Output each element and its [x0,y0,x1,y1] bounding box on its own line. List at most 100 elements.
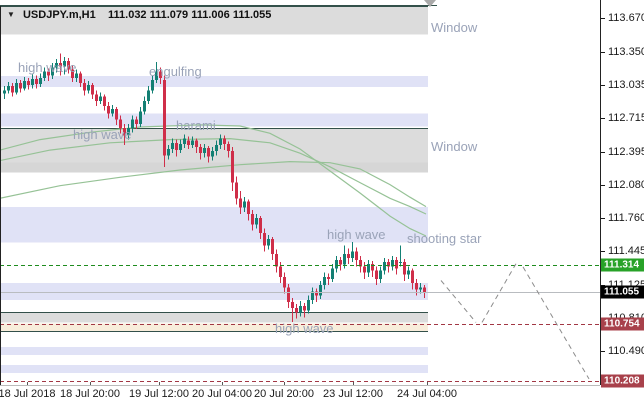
candle[interactable] [275,249,278,273]
candle[interactable] [395,256,398,275]
candle[interactable] [19,79,22,93]
candle[interactable] [207,145,210,163]
candle[interactable] [123,123,126,145]
candle[interactable] [403,259,406,281]
candle[interactable] [335,255,338,273]
candle[interactable] [231,146,234,191]
candle[interactable] [379,266,382,284]
candle[interactable] [331,264,334,282]
candle[interactable] [67,57,70,74]
candle[interactable] [23,76,26,91]
price-levels[interactable] [0,265,600,382]
candle[interactable] [243,197,246,212]
candle[interactable] [11,83,14,97]
candle[interactable] [283,272,286,294]
candle[interactable] [211,146,214,161]
candle[interactable] [359,255,362,273]
candle[interactable] [131,115,134,133]
candle[interactable] [15,78,18,95]
candle[interactable] [371,261,374,277]
candle[interactable] [7,82,10,94]
candle[interactable] [155,62,158,84]
candle[interactable] [51,63,54,79]
candle[interactable] [143,96,146,115]
candle[interactable] [115,107,118,125]
candle[interactable] [215,140,218,156]
candle[interactable] [247,199,250,221]
candle[interactable] [255,214,258,229]
candle[interactable] [87,81,90,94]
candle[interactable] [271,237,274,261]
candle[interactable] [127,123,130,140]
candle[interactable] [223,135,226,151]
candle[interactable] [239,190,242,214]
projection-segment[interactable] [481,263,517,323]
candle[interactable] [183,134,186,148]
candle[interactable] [119,115,122,134]
candle[interactable] [103,94,106,111]
candle[interactable] [295,304,298,319]
candle[interactable] [351,242,354,263]
candle[interactable] [339,256,342,271]
candle[interactable] [291,297,294,322]
candle[interactable] [319,281,322,299]
candle[interactable] [95,90,98,107]
chart-shift-marker[interactable] [424,0,436,7]
candle[interactable] [59,53,62,76]
candle[interactable] [83,78,86,96]
chart-dropdown-icon[interactable]: ▼ [7,10,15,19]
candle[interactable] [43,67,46,81]
candle[interactable] [411,268,414,290]
candle[interactable] [147,86,150,104]
candle[interactable] [167,144,170,160]
candle[interactable] [251,209,254,231]
candle[interactable] [3,86,6,99]
candle[interactable] [219,134,222,149]
projection-segment[interactable] [440,280,477,323]
candle[interactable] [307,295,310,314]
candle[interactable] [27,77,30,90]
candle[interactable] [31,74,34,89]
candle[interactable] [311,287,314,304]
candle[interactable] [347,248,350,265]
candle[interactable] [419,283,422,294]
candle[interactable] [323,272,326,290]
candle[interactable] [79,71,82,88]
candle[interactable] [235,176,238,205]
candle[interactable] [107,101,110,119]
candle[interactable] [55,59,58,73]
candle[interactable] [71,65,74,82]
candle[interactable] [39,73,42,88]
candle[interactable] [299,300,302,317]
candle[interactable] [191,136,194,149]
candle[interactable] [199,143,202,160]
candle[interactable] [35,75,38,89]
candle[interactable] [175,139,178,157]
candle[interactable] [195,138,198,154]
candle[interactable] [391,255,394,271]
candle[interactable] [375,266,378,286]
candle[interactable] [383,258,386,275]
candle[interactable] [363,262,366,279]
candle[interactable] [63,56,66,75]
candle[interactable] [343,245,346,269]
candle[interactable] [367,260,370,277]
candle[interactable] [227,141,230,158]
candle[interactable] [407,266,410,279]
candle[interactable] [327,273,330,286]
candle[interactable] [287,284,290,309]
candle[interactable] [203,143,206,158]
candle[interactable] [179,139,182,154]
candle[interactable] [47,68,50,81]
candle[interactable] [355,247,358,267]
candle[interactable] [259,216,262,240]
candle[interactable] [263,228,266,252]
candle[interactable] [151,75,154,94]
candle[interactable] [75,69,78,82]
projection-segment[interactable] [522,266,590,380]
candle[interactable] [139,107,142,127]
candle[interactable] [267,234,270,250]
candle[interactable] [99,92,102,105]
candle[interactable] [171,138,174,154]
